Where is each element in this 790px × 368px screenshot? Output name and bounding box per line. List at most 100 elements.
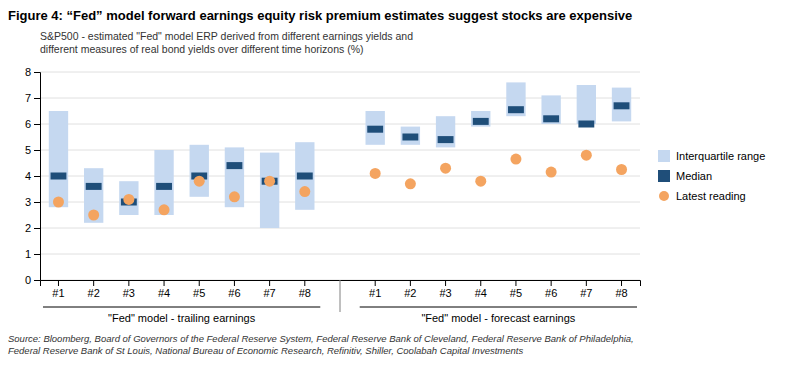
y-tick-label: 3 [25,196,31,208]
y-tick-mark [34,280,40,281]
iq-bar [260,153,279,228]
x-tick: #6 [228,280,240,299]
y-tick: 3 [25,196,40,208]
latest-dot [405,178,416,189]
x-tick-mark [480,280,481,286]
x-tick: #1 [369,280,381,299]
series [53,150,627,221]
median-marker [508,106,524,113]
latest-dot [229,191,240,202]
y-tick: 2 [25,222,40,234]
group-label: "Fed" model - trailing earnings [108,312,256,324]
group-label: "Fed" model - forecast earnings [421,312,575,324]
x-tick-mark [586,280,587,286]
y-tick: 6 [25,118,40,130]
title: Figure 4: “Fed” model forward earnings e… [8,8,632,23]
grid-line [40,228,640,229]
y-tick-label: 8 [25,66,31,78]
source-line: Source: Bloomberg, Board of Governors of… [8,333,634,344]
x-tick-label: #8 [615,287,627,299]
grid-line [40,254,640,255]
median-marker [51,173,67,180]
x-tick-mark [304,280,305,286]
x-tick-mark [58,280,59,286]
x-tick-label: #8 [299,287,311,299]
group-bracket [43,307,320,308]
x-tick: #5 [510,280,522,299]
x-tick: #4 [158,280,170,299]
y-tick-label: 2 [25,222,31,234]
y-tick-mark [34,176,40,177]
x-tick-mark [410,280,411,286]
x-tick: #1 [52,280,64,299]
x-tick-mark [234,280,235,286]
x-tick-label: #7 [263,287,275,299]
median-marker [614,102,630,109]
x-tick: #3 [439,280,451,299]
iq-bar [401,127,420,145]
x-tick-mark [164,280,165,286]
x-tick-mark [128,280,129,286]
y-tick: 5 [25,144,40,156]
x-tick-label: #4 [158,287,170,299]
x-tick-label: #6 [545,287,557,299]
legend-label: Latest reading [676,190,746,202]
grid [40,72,640,280]
y-tick: 0 [25,274,40,286]
x-tick: #7 [580,280,592,299]
x-tick-mark [375,280,376,286]
y-tick-mark [34,150,40,151]
y-tick-label: 0 [25,274,31,286]
iq-bar [295,142,314,210]
x-tick: #2 [88,280,100,299]
y-tick-mark [34,98,40,99]
x-tick-label: #3 [123,287,135,299]
x-tick-label: #1 [369,287,381,299]
latest-dot [264,176,275,187]
x-tick-mark [621,280,622,286]
latest-dot [123,194,134,205]
x-tick-mark [199,280,200,286]
x-tick-label: #1 [52,287,64,299]
latest-dot [88,210,99,221]
latest-dot [546,167,557,178]
iq-bar [541,95,560,124]
iq-bar [506,82,525,116]
y-tick: 7 [25,92,40,104]
x-tick-mark [551,280,552,286]
source: Source: Bloomberg, Board of Governors of… [8,333,634,356]
x-tick-label: #5 [510,287,522,299]
latest-dot [581,150,592,161]
subtitle: S&P500 - estimated "Fed" model ERP deriv… [40,30,413,55]
iq-bar [471,111,490,127]
x-tick-label: #2 [88,287,100,299]
legend-item: Median [658,170,712,182]
x-tick-mark [269,280,270,286]
chart-container: Figure 4: “Fed” model forward earnings e… [0,0,790,368]
x-tick: #5 [193,280,205,299]
x-tick: #8 [299,280,311,299]
iq-bar [366,111,385,145]
latest-dot [159,204,170,215]
median-marker [543,115,559,122]
latest-dot [299,186,310,197]
median-marker [86,183,102,190]
y-tick-mark [34,228,40,229]
latest-dot [194,176,205,187]
y-tick-label: 4 [25,170,31,182]
x-tick-label: #6 [228,287,240,299]
iq-bar [577,85,596,124]
latest-dot [475,176,486,187]
group-bracket [360,307,637,308]
legend-label: Median [676,170,712,182]
series [49,82,631,228]
iq-bar [436,116,455,147]
iq-bar [84,168,103,223]
median-marker [578,121,594,128]
legend-item: Latest reading [659,190,746,202]
x-tick: #8 [615,280,627,299]
median-marker [402,134,418,141]
y-tick-label: 7 [25,92,31,104]
iq-bar [612,88,631,122]
legend-swatch [658,170,670,182]
